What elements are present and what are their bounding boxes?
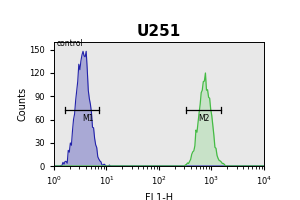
Text: M1: M1: [82, 114, 93, 123]
Title: U251: U251: [137, 24, 181, 39]
Text: M2: M2: [198, 114, 209, 123]
Text: control: control: [57, 39, 83, 48]
X-axis label: FL1-H: FL1-H: [145, 193, 173, 200]
Y-axis label: Counts: Counts: [18, 87, 28, 121]
